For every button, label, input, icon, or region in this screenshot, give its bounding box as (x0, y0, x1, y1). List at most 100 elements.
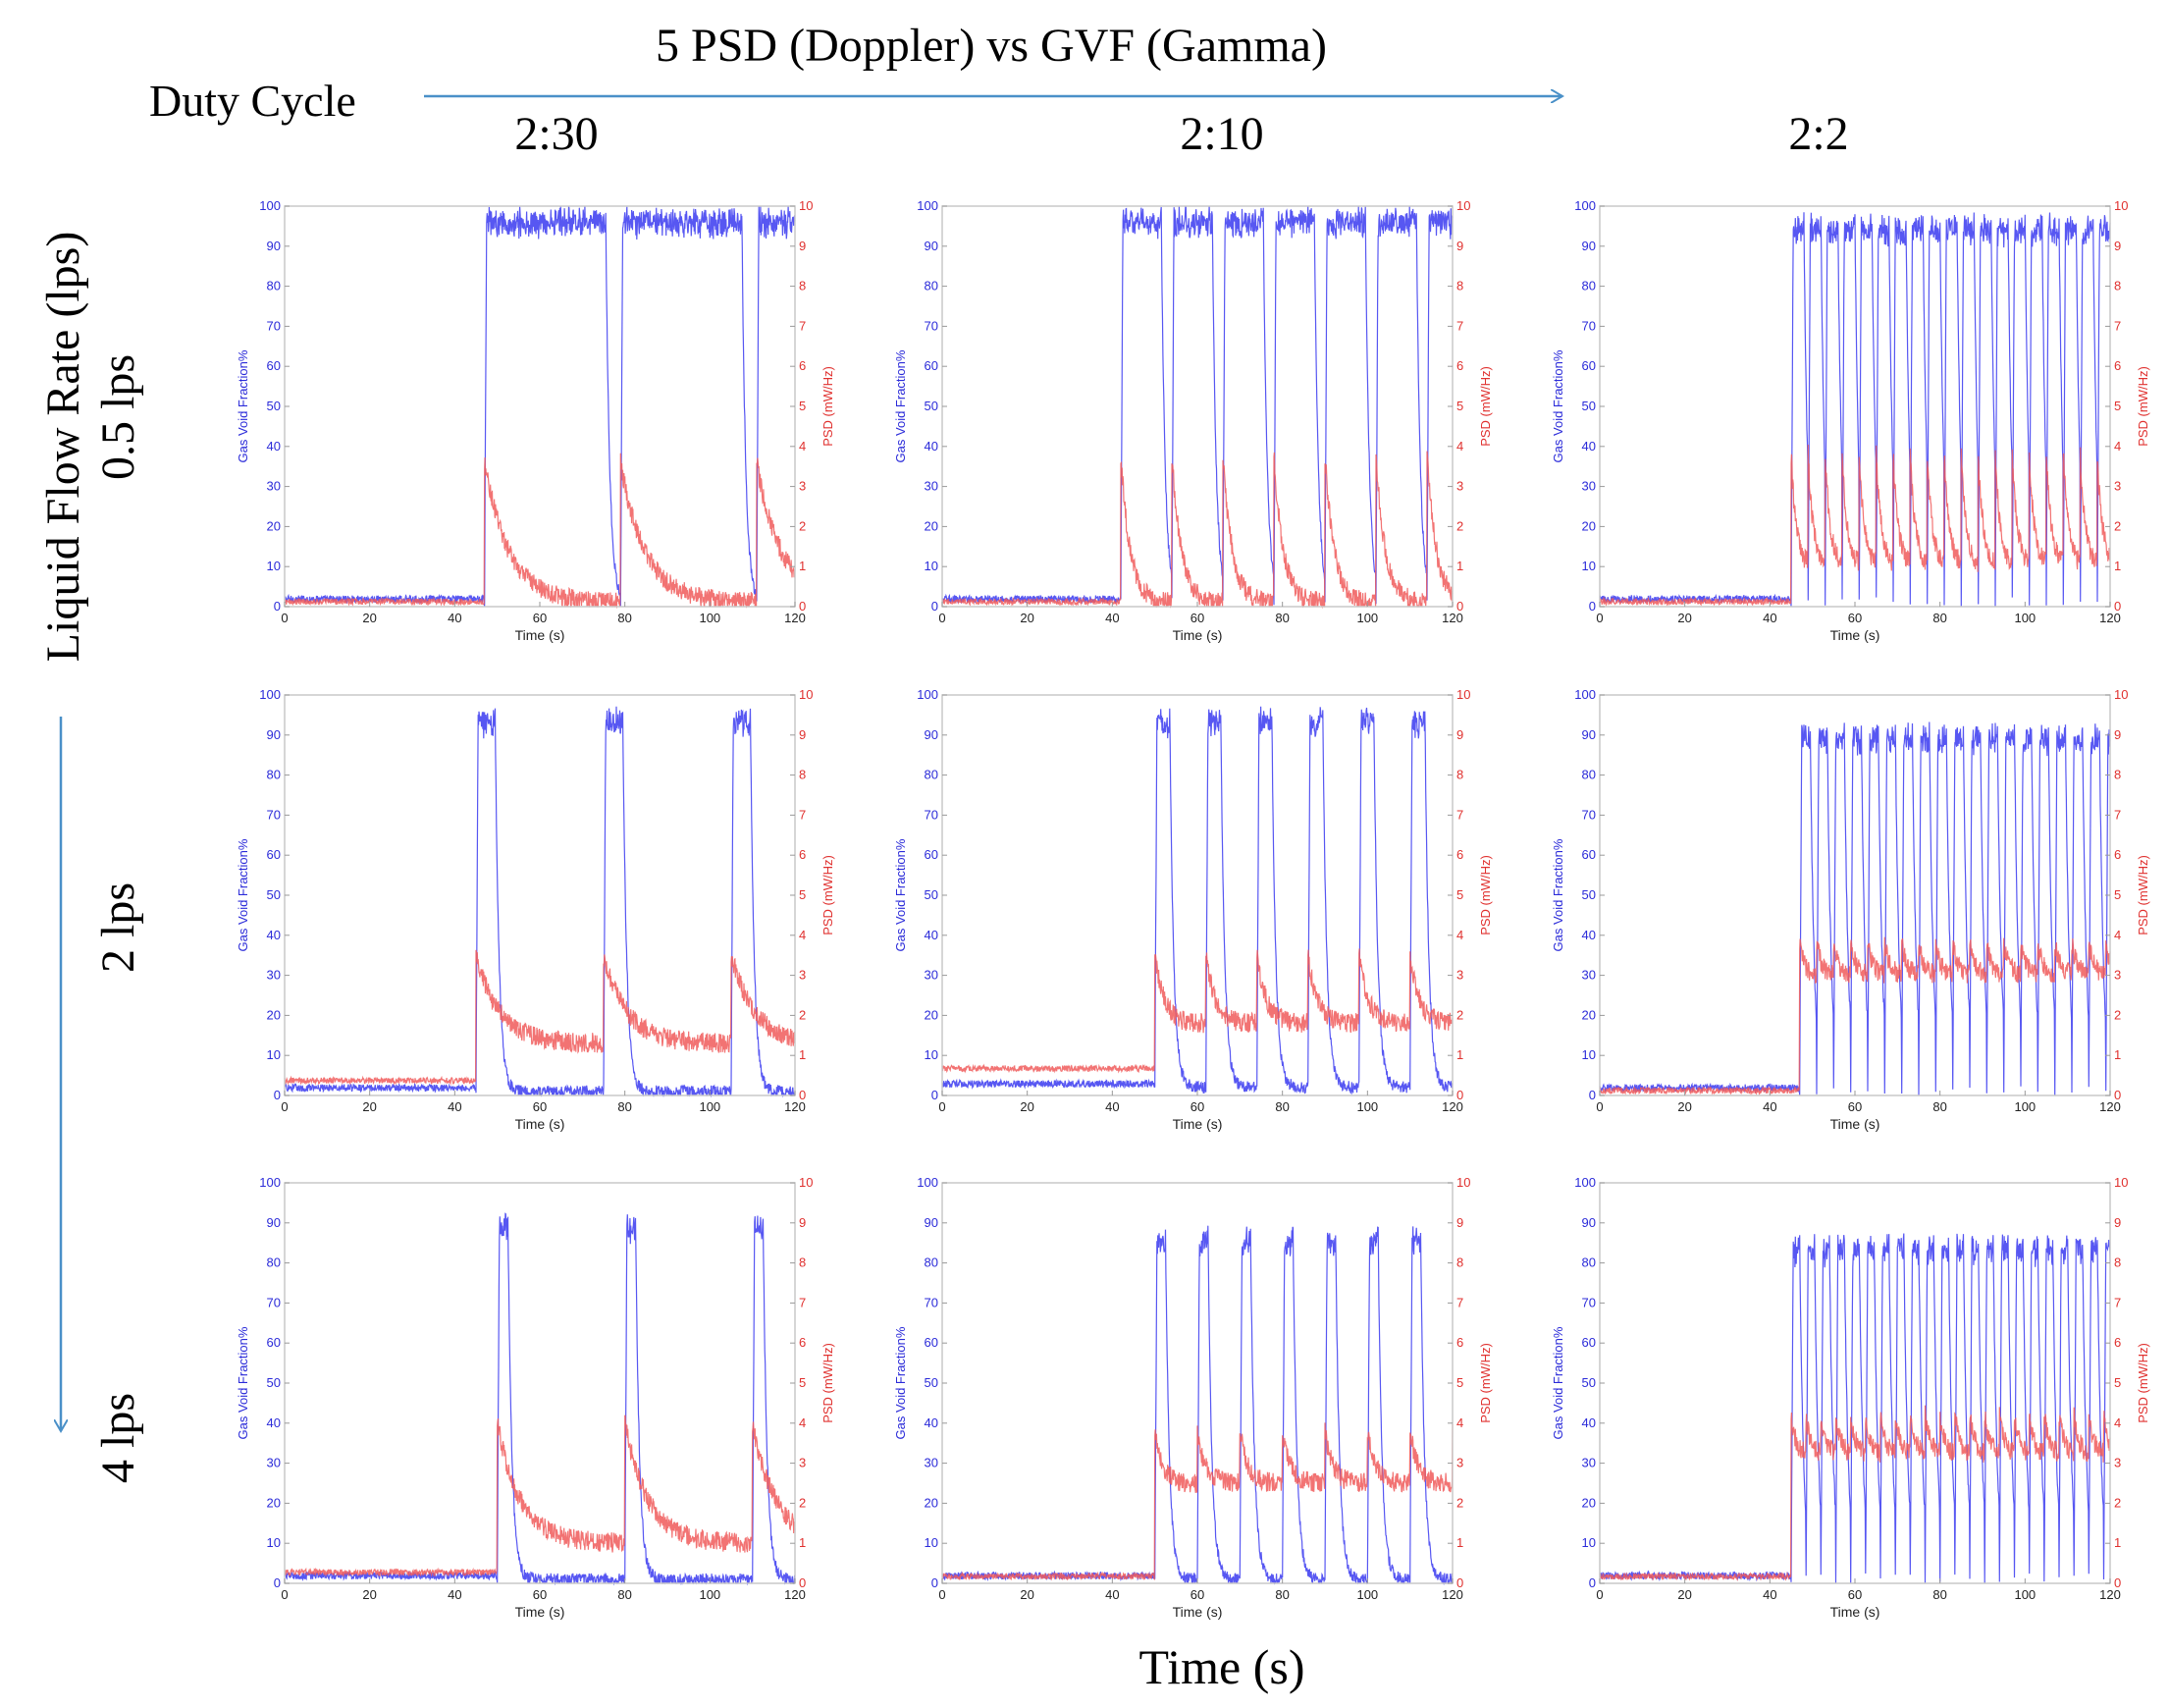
column-label-2-2: 2:2 (1788, 108, 1848, 160)
y-left-tick-label: 100 (917, 687, 938, 702)
row-label-0-5-lps: 0.5 lps (92, 354, 144, 480)
y-left-tick-label: 0 (274, 1575, 281, 1590)
y-left-tick-label: 80 (267, 768, 281, 782)
y-right-tick-label: 1 (2114, 1535, 2121, 1550)
x-tick-label: 60 (1190, 1099, 1204, 1114)
y-left-tick-label: 70 (267, 318, 281, 333)
y-right-tick-label: 9 (799, 239, 806, 253)
y-right-tick-label: 3 (2114, 968, 2121, 983)
y-left-tick-label: 0 (1589, 599, 1596, 614)
x-tick-label: 40 (1763, 611, 1776, 625)
x-tick-label: 0 (281, 1587, 288, 1602)
y-right-tick-label: 4 (2114, 439, 2121, 454)
x-tick-label: 80 (1932, 1587, 1946, 1602)
x-tick-label: 20 (1020, 1099, 1033, 1114)
y-left-tick-label: 100 (917, 1175, 938, 1190)
y-left-tick-label: 10 (267, 1535, 281, 1550)
y-left-tick-label: 100 (259, 198, 281, 213)
y-right-tick-label: 0 (2114, 599, 2121, 614)
x-axis-label: Time (s) (1173, 627, 1223, 643)
y-right-tick-label: 0 (1456, 599, 1463, 614)
x-tick-label: 100 (699, 1099, 720, 1114)
y-right-axis-label: PSD (mW/Hz) (820, 1343, 835, 1423)
y-left-tick-label: 0 (931, 599, 938, 614)
y-left-tick-label: 20 (267, 1495, 281, 1510)
y-right-tick-label: 8 (2114, 768, 2121, 782)
x-tick-label: 40 (1763, 1587, 1776, 1602)
x-tick-label: 40 (1105, 1099, 1119, 1114)
y-right-tick-label: 7 (799, 1295, 806, 1309)
x-tick-label: 60 (1848, 1587, 1862, 1602)
x-axis-label: Time (s) (1173, 1116, 1223, 1132)
y-right-tick-label: 4 (799, 1415, 806, 1430)
y-right-tick-label: 10 (2114, 198, 2128, 213)
y-left-tick-label: 60 (925, 1335, 938, 1350)
x-tick-label: 80 (1932, 1099, 1946, 1114)
y-right-tick-label: 8 (2114, 279, 2121, 294)
y-left-tick-label: 50 (1582, 399, 1596, 413)
y-right-tick-label: 10 (799, 687, 813, 702)
y-left-tick-label: 0 (931, 1575, 938, 1590)
y-right-axis-label: PSD (mW/Hz) (820, 366, 835, 447)
x-tick-label: 120 (784, 1587, 806, 1602)
y-right-tick-label: 7 (2114, 807, 2121, 822)
x-axis-label: Time (s) (1830, 1116, 1880, 1132)
y-left-tick-label: 10 (925, 1047, 938, 1062)
plot-area (1600, 695, 2110, 1095)
x-tick-label: 60 (533, 1099, 547, 1114)
y-right-tick-label: 5 (1456, 887, 1463, 902)
x-tick-label: 60 (1190, 1587, 1204, 1602)
y-right-axis-label: PSD (mW/Hz) (1478, 366, 1493, 447)
panel-2-2-0-5-lps: 0 20 40 60 80 100 1200102030405060708090100012… (1551, 198, 2150, 643)
y-right-tick-label: 5 (2114, 887, 2121, 902)
y-left-tick-label: 30 (1582, 479, 1596, 494)
y-right-tick-label: 1 (799, 559, 806, 573)
x-tick-label: 120 (2099, 611, 2121, 625)
x-tick-label: 20 (362, 611, 376, 625)
y-right-tick-label: 5 (2114, 399, 2121, 413)
y-right-tick-label: 5 (799, 399, 806, 413)
y-right-tick-label: 10 (799, 1175, 813, 1190)
y-right-tick-label: 0 (1456, 1575, 1463, 1590)
y-left-tick-label: 0 (931, 1088, 938, 1102)
y-right-axis-label: PSD (mW/Hz) (1478, 1343, 1493, 1423)
y-right-tick-label: 10 (1456, 198, 1470, 213)
x-axis-label: Time (s) (515, 1604, 565, 1620)
y-left-tick-label: 90 (925, 239, 938, 253)
y-left-tick-label: 20 (925, 1495, 938, 1510)
y-left-tick-label: 40 (925, 439, 938, 454)
y-left-axis-label: Gas Void Fraction% (236, 1326, 250, 1439)
panel-2-2-2-lps: 0 20 40 60 80 100 1200102030405060708090100012… (1551, 687, 2150, 1132)
y-right-tick-label: 6 (1456, 847, 1463, 862)
x-axis-label: Time (s) (515, 1116, 565, 1132)
y-left-tick-label: 30 (925, 479, 938, 494)
y-left-tick-label: 20 (925, 1007, 938, 1022)
y-left-tick-label: 70 (925, 1295, 938, 1309)
x-axis-label: Time (s) (1830, 1604, 1880, 1620)
series-psd-line (284, 949, 796, 1086)
y-right-axis-label: PSD (mW/Hz) (820, 855, 835, 935)
y-left-tick-label: 30 (267, 479, 281, 494)
y-right-tick-label: 1 (2114, 559, 2121, 573)
y-right-tick-label: 2 (799, 1007, 806, 1022)
y-left-tick-label: 90 (1582, 239, 1596, 253)
y-left-tick-label: 100 (1574, 198, 1596, 213)
y-left-tick-label: 80 (925, 768, 938, 782)
y-left-axis-label: Gas Void Fraction% (236, 349, 250, 462)
y-right-tick-label: 2 (1456, 518, 1463, 533)
y-right-tick-label: 9 (1456, 239, 1463, 253)
y-left-tick-label: 100 (917, 198, 938, 213)
plot-area (285, 1183, 795, 1583)
x-tick-label: 20 (1020, 1587, 1033, 1602)
y-right-tick-label: 10 (2114, 687, 2128, 702)
y-right-tick-label: 10 (1456, 687, 1470, 702)
x-tick-label: 40 (1105, 1587, 1119, 1602)
y-left-tick-label: 40 (1582, 1415, 1596, 1430)
y-right-tick-label: 7 (1456, 1295, 1463, 1309)
y-left-tick-label: 100 (259, 1175, 281, 1190)
y-left-tick-label: 10 (1582, 1535, 1596, 1550)
y-right-tick-label: 9 (2114, 1215, 2121, 1230)
y-right-tick-label: 1 (2114, 1047, 2121, 1062)
y-left-tick-label: 90 (1582, 1215, 1596, 1230)
y-right-axis-label: PSD (mW/Hz) (2136, 1343, 2150, 1423)
